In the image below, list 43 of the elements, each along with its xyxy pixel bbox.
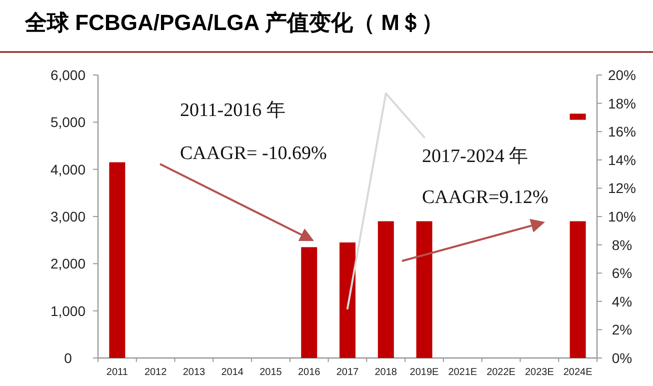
y2-tick-label: 0% <box>612 350 632 366</box>
x-tick-label: 2015 <box>260 367 282 378</box>
y2-tick-label: 4% <box>612 293 632 310</box>
y2-tick-label: 12% <box>608 180 636 196</box>
chart-title: 全球 FCBGA/PGA/LGA 产值变化（ M＄） <box>24 10 444 35</box>
x-tick-label: 2012 <box>144 367 168 378</box>
y-tick-label: 3,000 <box>50 208 86 224</box>
x-tick-label: 2017 <box>336 367 360 378</box>
y2-tick-label: 10% <box>608 208 636 224</box>
y2-tick-label: 16% <box>608 124 636 140</box>
y-tick-label: 6,000 <box>50 67 86 83</box>
x-tick-label: 2021E <box>448 367 478 378</box>
x-tick-label: 2016 <box>298 367 321 378</box>
bar <box>301 247 318 358</box>
bar <box>570 114 586 120</box>
bar <box>340 242 356 358</box>
x-tick-label: 2013 <box>182 367 206 378</box>
annotation: CAAGR= -10.69% <box>180 143 328 164</box>
x-tick-label: 2024E <box>563 367 593 378</box>
y-tick-label: 4,000 <box>50 161 86 178</box>
bar <box>570 221 586 358</box>
annotation: CAAGR=9.12% <box>422 187 548 208</box>
x-tick-label: 2018 <box>374 367 398 378</box>
y2-tick-label: 2% <box>612 322 632 338</box>
y-tick-label: 0 <box>64 350 72 366</box>
bar <box>416 221 432 358</box>
y2-tick-label: 14% <box>608 152 636 168</box>
x-tick-label: 2023E <box>524 367 554 378</box>
y2-tick-label: 18% <box>608 95 636 112</box>
annotation: 2017-2024 年 <box>422 146 528 167</box>
y-tick-label: 2,000 <box>50 256 86 272</box>
y2-tick-label: 8% <box>612 236 632 253</box>
x-tick-label: 2022E <box>486 367 516 378</box>
y2-tick-label: 20% <box>608 67 636 83</box>
bar <box>109 162 126 358</box>
x-tick-label: 2011 <box>106 367 128 378</box>
y-tick-label: 1,000 <box>50 302 86 319</box>
annotation: 2011-2016 年 <box>180 100 286 121</box>
y-tick-label: 5,000 <box>50 114 86 130</box>
x-tick-label: 2019E <box>410 367 440 378</box>
y2-tick-label: 6% <box>612 265 632 282</box>
x-tick-label: 2014 <box>221 367 244 378</box>
bar <box>378 221 394 358</box>
